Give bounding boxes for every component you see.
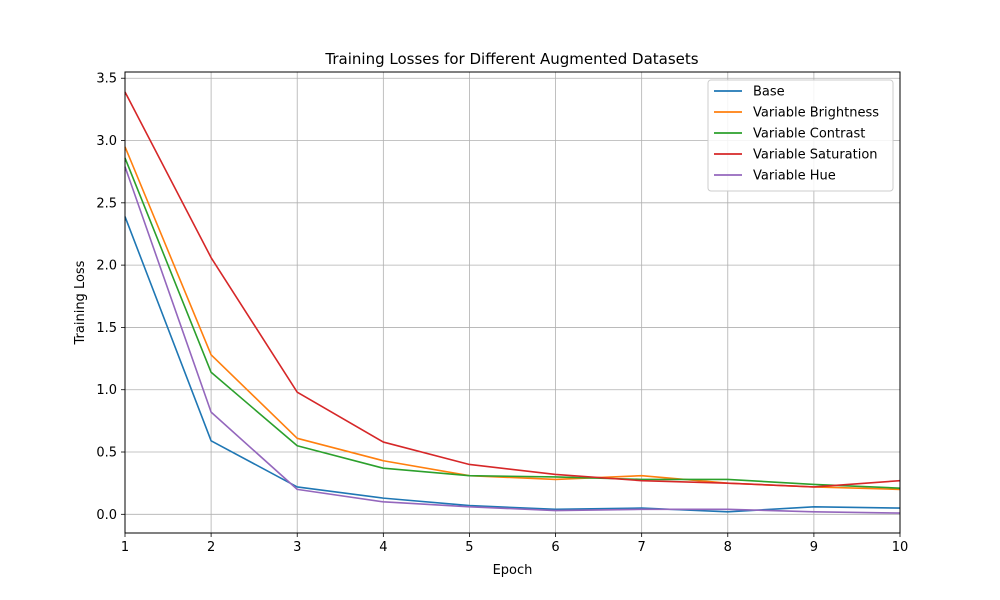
series-line-variable-brightness <box>124 146 901 491</box>
x-tick-label: 10 <box>892 540 909 555</box>
y-tick-label: 1.0 <box>96 383 117 398</box>
plot-frame <box>124 71 901 534</box>
x-tick-label: 1 <box>121 540 129 555</box>
legend-label-variable-hue: Variable Hue <box>753 169 836 184</box>
legend-label-base: Base <box>753 85 785 100</box>
y-axis-label: Training Loss <box>73 260 88 345</box>
legend-label-variable-brightness: Variable Brightness <box>753 106 879 121</box>
y-tick-label: 1.5 <box>96 321 117 336</box>
y-tick-label: 3.0 <box>96 134 117 149</box>
x-tick-label: 4 <box>379 540 387 555</box>
series-lines <box>124 91 901 514</box>
x-tick-label: 7 <box>638 540 646 555</box>
y-tick-label: 0.5 <box>96 446 117 461</box>
series-line-variable-contrast <box>124 157 901 489</box>
legend-label-variable-contrast: Variable Contrast <box>753 127 865 142</box>
x-tick-label: 9 <box>810 540 818 555</box>
y-tick-label: 2.0 <box>96 259 117 274</box>
x-tick-label: 5 <box>465 540 473 555</box>
series-line-variable-saturation <box>124 91 901 488</box>
legend-box <box>707 79 894 192</box>
x-tick-label: 3 <box>293 540 301 555</box>
legend-label-variable-saturation: Variable Saturation <box>753 148 878 163</box>
grid <box>124 72 901 533</box>
x-tick-label: 8 <box>724 540 732 555</box>
x-tick-label: 2 <box>207 540 215 555</box>
series-line-variable-hue <box>124 166 901 514</box>
x-axis-label: Epoch <box>493 563 533 578</box>
legend: Base Variable Brightness Variable Contrast… <box>707 79 894 192</box>
chart-title: Training Losses for Different Augmented … <box>324 50 698 68</box>
axis-ticks: 1 2 3 4 5 6 7 8 9 10 0.0 0.5 1.0 1.5 2.0 2.5 3.0 3.5 <box>96 72 908 555</box>
y-tick-label: 2.5 <box>96 196 117 211</box>
y-tick-label: 0.0 <box>96 508 117 523</box>
y-tick-label: 3.5 <box>96 72 117 87</box>
x-tick-label: 6 <box>551 540 559 555</box>
series-line-base <box>124 216 901 513</box>
